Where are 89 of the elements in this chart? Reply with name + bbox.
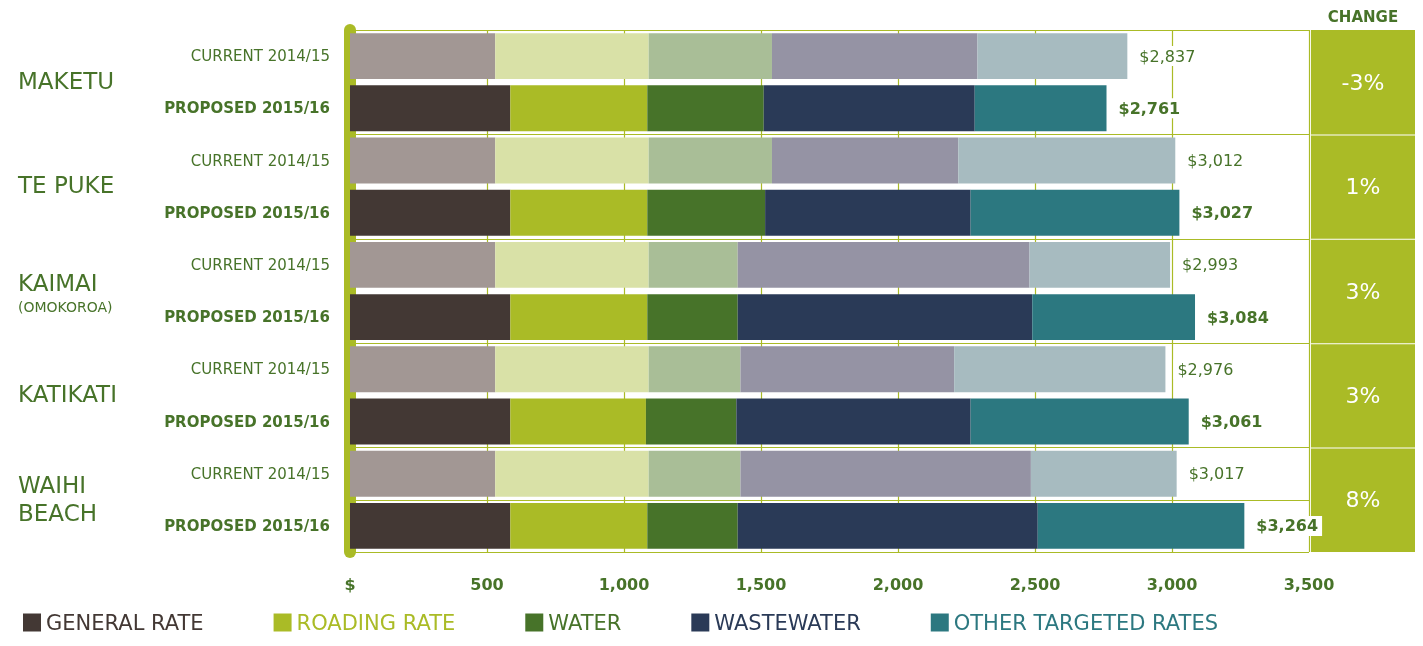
legend-label: OTHER TARGETED RATES	[953, 610, 1218, 635]
bar	[647, 85, 764, 132]
text: KAIMAI (OMOKOROA)	[18, 269, 113, 315]
bar	[1037, 502, 1245, 549]
x-tick-label: 3,500	[1283, 574, 1335, 594]
bar	[495, 346, 649, 393]
text: 1%	[1345, 174, 1381, 200]
total-label: $3,264	[1256, 516, 1319, 536]
bar	[958, 137, 1176, 184]
bar	[495, 241, 649, 288]
bar	[737, 241, 1030, 288]
bar	[1032, 294, 1196, 341]
y-tick-label: CURRENT 2014/15	[190, 151, 330, 170]
text: CHANGE	[1327, 8, 1399, 26]
bar	[977, 33, 1128, 80]
legend-label: ROADING RATE	[296, 610, 456, 635]
bar	[350, 294, 511, 341]
bar	[737, 502, 1038, 549]
bar	[771, 137, 959, 184]
y-tick-label: CURRENT 2014/15	[190, 255, 330, 274]
total-label: $3,061	[1200, 412, 1263, 431]
text: -3%	[1341, 69, 1385, 95]
x-tick-label: 500	[470, 574, 504, 594]
y-tick-label: CURRENT 2014/15	[190, 47, 330, 66]
x-tick-label: 3,000	[1146, 574, 1198, 594]
text: WAIHI BEACH	[18, 472, 97, 527]
bar	[350, 137, 496, 184]
bar	[648, 346, 741, 393]
total-label: $3,017	[1188, 464, 1245, 484]
total-label: $2,993	[1182, 255, 1239, 275]
bar	[350, 450, 496, 497]
bar	[974, 85, 1107, 132]
x-tick-label: 2,500	[1009, 574, 1061, 594]
bar	[648, 450, 741, 497]
bar	[350, 398, 511, 445]
bar	[350, 33, 496, 80]
legend-label: GENERAL RATE	[46, 610, 204, 635]
x-tick-label: 1,000	[598, 574, 650, 594]
bar	[740, 450, 1031, 497]
text: TE PUKE	[17, 172, 115, 199]
bar	[495, 450, 649, 497]
y-tick-label: CURRENT 2014/15	[190, 360, 330, 379]
text: MAKETU	[18, 67, 115, 94]
total-label: $3,027	[1191, 203, 1254, 223]
bar	[736, 398, 971, 445]
bar	[648, 33, 772, 80]
y-tick-label: PROPOSED 2015/16	[164, 412, 330, 431]
bar	[1029, 241, 1171, 288]
legend-label: WASTEWATER	[714, 610, 861, 635]
bar	[647, 502, 738, 549]
bar	[647, 189, 766, 236]
text: 3%	[1345, 278, 1381, 304]
y-tick-label: PROPOSED 2015/16	[164, 516, 330, 535]
bar	[350, 346, 496, 393]
bar	[765, 189, 971, 236]
bar	[648, 241, 738, 288]
x-tick-label: 2,000	[872, 574, 924, 594]
bar	[740, 346, 955, 393]
bar	[1030, 450, 1177, 497]
bar	[970, 398, 1189, 445]
bar	[763, 85, 975, 132]
y-tick-label: PROPOSED 2015/16	[164, 203, 330, 222]
text: 3%	[1345, 382, 1381, 408]
x-tick-label: 1,500	[735, 574, 787, 594]
y-tick-label: PROPOSED 2015/16	[164, 99, 330, 118]
bar	[495, 33, 649, 80]
bar	[970, 189, 1180, 236]
text: 8%	[1345, 487, 1381, 513]
text: KATIKATI	[18, 380, 117, 407]
y-tick-label: PROPOSED 2015/16	[164, 308, 330, 327]
bar	[350, 189, 511, 236]
bar	[737, 294, 1033, 341]
bar	[350, 85, 511, 132]
total-label: $2,761	[1118, 98, 1181, 118]
total-label: $2,976	[1177, 359, 1234, 379]
bar	[350, 241, 496, 288]
total-label: $2,837	[1139, 46, 1196, 66]
bar	[495, 137, 649, 184]
total-label: $3,012	[1187, 151, 1244, 170]
y-tick-label: CURRENT 2014/15	[190, 464, 330, 483]
bar	[648, 137, 772, 184]
bar	[350, 502, 511, 549]
bar	[647, 294, 738, 341]
total-label: $3,084	[1207, 307, 1269, 327]
bar	[954, 346, 1166, 393]
x-tick-label: $	[344, 574, 356, 594]
legend-label: WATER	[548, 610, 622, 635]
bar	[771, 33, 978, 80]
bar	[645, 398, 737, 445]
